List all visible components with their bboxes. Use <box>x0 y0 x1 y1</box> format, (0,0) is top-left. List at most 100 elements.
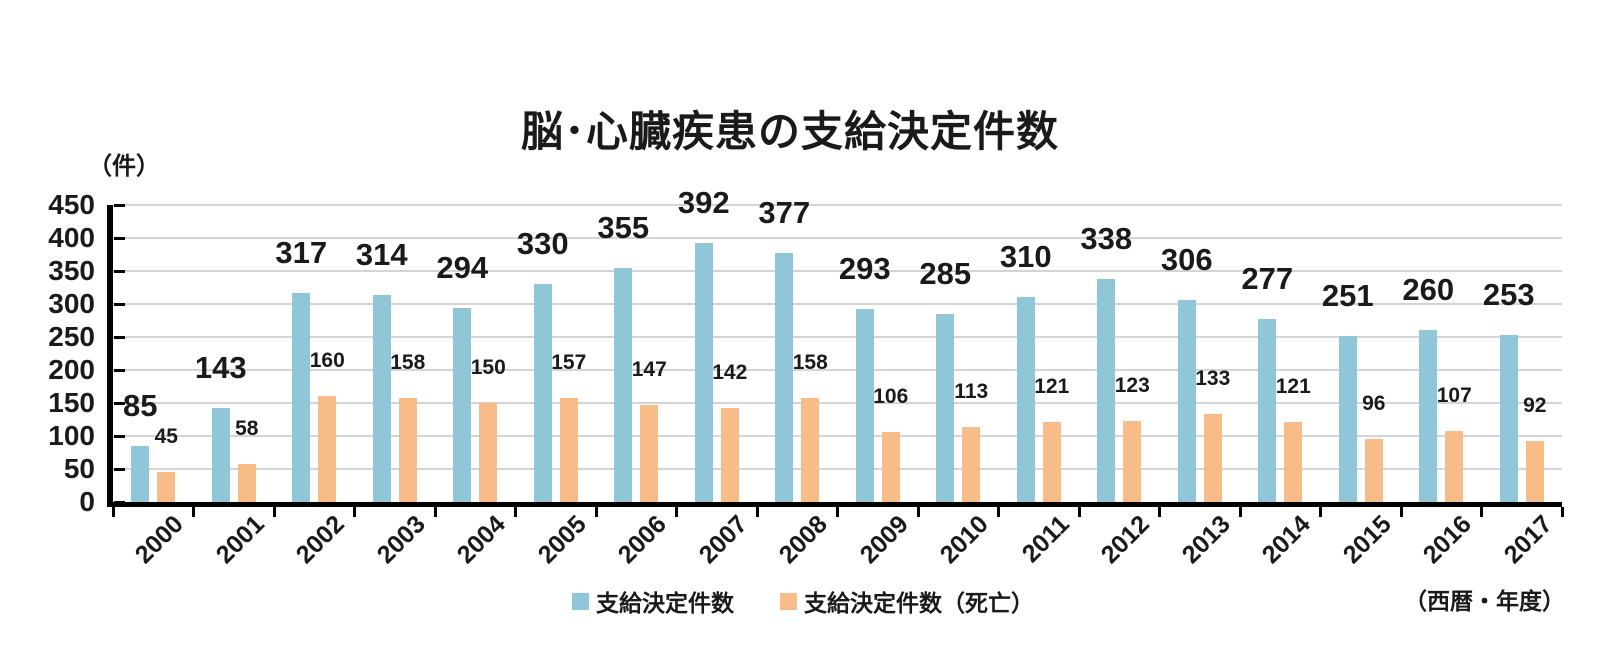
bar-value-label-death: 123 <box>1114 373 1150 397</box>
x-category-label: 2000 <box>129 510 190 570</box>
bar-value-label-main: 143 <box>194 349 247 385</box>
y-tick <box>114 368 125 372</box>
x-tick <box>594 507 598 517</box>
y-tick-label: 400 <box>48 222 95 253</box>
x-tick <box>192 507 195 517</box>
bar-value-label-death: 158 <box>792 350 828 374</box>
x-axis-line <box>107 502 1562 507</box>
y-tick-label: 50 <box>63 453 95 484</box>
x-tick <box>1158 507 1161 517</box>
x-tick <box>111 507 115 517</box>
bar-value-label-death: 121 <box>1034 375 1070 399</box>
bar-death <box>1123 420 1142 502</box>
x-tick <box>836 507 839 517</box>
y-tick-label: 250 <box>48 321 95 352</box>
bar-main <box>292 292 311 502</box>
bar-value-label-death: 121 <box>1275 375 1311 399</box>
bar-death <box>1203 414 1222 502</box>
bar-death <box>962 427 981 502</box>
bar-main <box>131 445 150 502</box>
bar-value-label-main: 392 <box>677 185 730 221</box>
bar-death <box>318 396 337 502</box>
bar-value-label-death: 150 <box>470 356 506 379</box>
bar-main <box>1499 335 1518 502</box>
x-category-label: 2010 <box>934 510 995 570</box>
bar-value-label-death: 147 <box>631 357 667 381</box>
bar-value-label-main: 251 <box>1321 278 1374 314</box>
x-category-label: 2002 <box>290 510 351 570</box>
bar-death <box>1364 438 1383 502</box>
bar-main <box>211 407 230 502</box>
bar-value-label-main: 285 <box>919 255 972 291</box>
bar-value-label-main: 293 <box>838 250 891 286</box>
bar-value-label-main: 253 <box>1482 277 1535 313</box>
x-tick <box>755 507 759 517</box>
gridline <box>113 237 1562 239</box>
x-category-label: 2015 <box>1337 510 1397 570</box>
bar-value-label-death: 96 <box>1362 391 1386 415</box>
bar-death <box>1042 422 1061 502</box>
x-tick <box>353 507 356 517</box>
gridline <box>113 204 1562 206</box>
x-tick <box>1077 507 1081 517</box>
bar-value-label-main: 330 <box>516 226 569 262</box>
bar-main <box>775 253 794 502</box>
bar-main <box>372 294 391 502</box>
x-category-label: 2001 <box>210 510 270 570</box>
x-tick <box>1319 507 1322 517</box>
x-category-label: 2016 <box>1417 510 1478 570</box>
y-axis-line <box>107 205 113 507</box>
bar-death <box>640 404 659 502</box>
y-tick <box>114 203 125 207</box>
x-category-label: 2005 <box>532 510 592 570</box>
bar-value-label-death: 45 <box>154 425 178 449</box>
legend-color-swatch-total <box>572 592 589 610</box>
x-category-label: 2007 <box>693 510 753 570</box>
y-tick-label: 100 <box>48 420 95 451</box>
bar-value-label-main: 306 <box>1160 242 1213 278</box>
y-tick <box>114 269 125 273</box>
y-tick-label: 450 <box>48 189 95 220</box>
bar-value-label-death: 158 <box>390 350 426 374</box>
legend-label-death: 支給決定件数（死亡） <box>804 590 1034 616</box>
y-tick-label: 0 <box>79 486 95 517</box>
x-tick <box>997 507 1000 517</box>
x-category-label: 2004 <box>451 510 512 570</box>
bar-value-label-main: 314 <box>355 236 408 272</box>
bar-main <box>694 243 713 502</box>
bar-death <box>559 398 578 502</box>
y-tick <box>114 236 125 240</box>
x-tick <box>675 507 678 517</box>
legend-item-total: 支給決定件数 <box>572 584 734 618</box>
x-tick <box>1238 507 1242 517</box>
bar-value-label-main: 310 <box>999 239 1052 275</box>
y-axis-unit-label: （件） <box>88 153 160 180</box>
y-tick-label: 200 <box>48 354 95 385</box>
bar-main <box>855 308 874 502</box>
bar-value-label-main: 317 <box>275 234 328 270</box>
x-category-label: 2013 <box>1176 510 1236 570</box>
y-tick <box>114 335 125 339</box>
bar-main <box>1338 336 1357 502</box>
gridline <box>113 402 1562 404</box>
bar-main <box>1016 297 1035 502</box>
gridline <box>113 468 1562 470</box>
y-tick-label: 300 <box>48 288 95 319</box>
chart-title: 脳･心臓疾患の支給決定件数 <box>520 108 1059 155</box>
bar-death <box>479 403 498 502</box>
x-category-label: 2009 <box>854 510 914 570</box>
bar-death <box>801 397 820 502</box>
bar-death <box>398 397 417 502</box>
y-tick <box>114 467 125 471</box>
y-tick-label: 150 <box>48 387 95 418</box>
gridline <box>113 435 1562 437</box>
y-tick-label: 350 <box>48 255 95 286</box>
bar-main <box>1258 319 1277 502</box>
x-category-label: 2008 <box>773 510 834 570</box>
legend-item-death: 支給決定件数（死亡） <box>780 584 1034 618</box>
x-category-label: 2006 <box>612 510 673 570</box>
bar-value-label-main: 277 <box>1241 261 1294 297</box>
y-tick <box>114 302 125 306</box>
x-tick <box>272 507 276 517</box>
